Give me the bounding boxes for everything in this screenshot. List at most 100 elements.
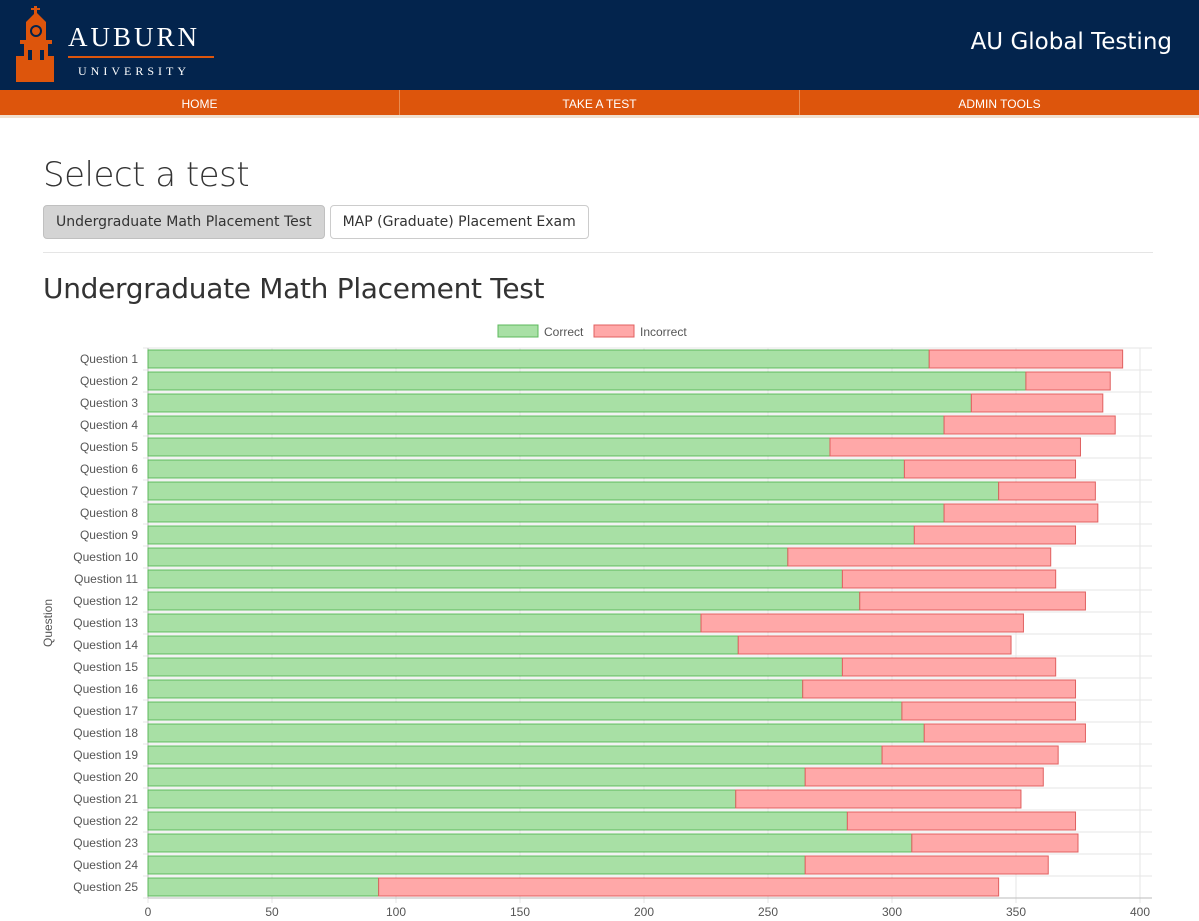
bar-correct [147,393,972,413]
bar-correct [147,613,702,633]
y-tick-label: Question 24 [73,858,138,872]
y-tick-label: Question 12 [73,594,138,608]
bar-incorrect [970,393,1104,413]
bar-correct [147,789,737,809]
y-tick-label: Question 25 [73,880,138,894]
y-tick-label: Question 7 [80,484,138,498]
nav-home[interactable]: HOME [0,90,400,115]
y-axis-title: Question [41,599,55,647]
clock-tower-icon [16,6,54,82]
tab-map-graduate[interactable]: MAP (Graduate) Placement Exam [329,205,589,239]
logo-wordmark: AUBURN [68,22,201,52]
y-tick-label: Question 2 [80,374,138,388]
y-tick-label: Question 16 [73,682,138,696]
bar-correct [147,481,1000,501]
y-tick-label: Question 18 [73,726,138,740]
auburn-logo[interactable]: AUBURN UNIVERSITY [12,4,222,86]
bar-correct [147,591,861,611]
page-title: Select a test [43,155,250,195]
bar-incorrect [802,679,1077,699]
bar-correct [147,349,930,369]
x-tick-label: 400 [1130,905,1150,919]
bar-incorrect [846,811,1077,831]
bar-incorrect [737,635,1012,655]
y-tick-label: Question 22 [73,814,138,828]
y-tick-label: Question 19 [73,748,138,762]
legend-swatch-incorrect [593,324,635,338]
bar-correct [147,877,380,897]
bar-incorrect [923,723,1086,743]
bar-incorrect [913,525,1077,545]
y-tick-label: Question 6 [80,462,138,476]
bar-incorrect [998,481,1096,501]
bar-incorrect [804,767,1044,787]
bar-correct [147,371,1027,391]
y-tick-label: Question 15 [73,660,138,674]
bar-incorrect [787,547,1052,567]
site-header: AUBURN UNIVERSITY AU Global Testing [0,0,1199,90]
results-chart: 0 50 100 150 200 250 300 350 400 Question 1 Questi… [41,324,1152,919]
legend-swatch-correct [497,324,539,338]
y-tick-label: Question 8 [80,506,138,520]
x-tick-label: 100 [386,905,406,919]
site-title: AU Global Testing [970,29,1172,55]
bar-incorrect [911,833,1079,853]
x-tick-label: 250 [758,905,778,919]
bar-incorrect [735,789,1022,809]
bar-correct [147,745,883,765]
bar-incorrect [378,877,1000,897]
bar-correct [147,503,945,523]
x-tick-label: 0 [145,905,152,919]
main-nav: HOME TAKE A TEST ADMIN TOOLS [0,90,1199,118]
bar-correct [147,459,905,479]
x-tick-label: 350 [1006,905,1026,919]
y-tick-label: Question 11 [74,572,138,586]
nav-take-a-test[interactable]: TAKE A TEST [400,90,800,115]
x-tick-label: 50 [265,905,279,919]
bar-incorrect [901,701,1077,721]
bar-incorrect [804,855,1049,875]
bar-incorrect [859,591,1086,611]
bar-correct [147,547,789,567]
y-tick-label: Question 9 [80,528,138,542]
y-tick-label: Question 5 [80,440,138,454]
bar-correct [147,701,903,721]
bar-correct [147,679,804,699]
bar-incorrect [1025,371,1111,391]
y-tick-label: Question 3 [80,396,138,410]
bar-incorrect [943,415,1116,435]
bar-incorrect [943,503,1099,523]
section-divider [43,252,1153,253]
bar-correct [147,415,945,435]
x-tick-label: 300 [882,905,902,919]
y-tick-label: Question 17 [73,704,138,718]
logo-subtitle: UNIVERSITY [78,64,190,78]
x-tick-label: 200 [634,905,654,919]
y-tick-label: Question 23 [73,836,138,850]
bar-correct [147,855,806,875]
bar-correct [147,635,739,655]
nav-admin-tools[interactable]: ADMIN TOOLS [958,97,1041,111]
y-tick-label: Question 21 [73,792,138,806]
bar-correct [147,657,843,677]
bar-correct [147,833,913,853]
tab-undergraduate-math[interactable]: Undergraduate Math Placement Test [43,205,325,239]
y-tick-label: Question 4 [80,418,138,432]
legend-label-correct: Correct [544,325,584,339]
y-tick-label: Question 13 [73,616,138,630]
bar-correct [147,569,843,589]
section-title: Undergraduate Math Placement Test [43,272,545,305]
bar-correct [147,437,831,457]
bar-correct [147,811,848,831]
test-selector: Undergraduate Math Placement Test MAP (G… [43,205,589,239]
bar-incorrect [841,569,1057,589]
bar-incorrect [841,657,1057,677]
logo-rule [68,56,214,58]
y-tick-label: Question 20 [73,770,138,784]
bar-correct [147,723,925,743]
bar-incorrect [903,459,1077,479]
bar-incorrect [881,745,1059,765]
bar-incorrect [829,437,1081,457]
legend-label-incorrect: Incorrect [640,325,687,339]
bar-correct [147,525,915,545]
